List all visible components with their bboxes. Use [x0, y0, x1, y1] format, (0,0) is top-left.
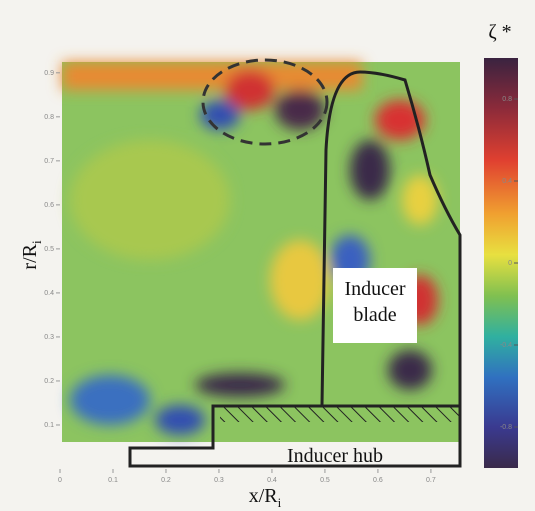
x-tick-label: 0.4	[267, 477, 277, 484]
x-tick-label: 0.5	[320, 477, 330, 484]
x-tick-label: 0.1	[108, 477, 118, 484]
field	[62, 62, 460, 442]
y-tick-label: 0.9	[44, 70, 54, 77]
colorbar-tick-label: 0.4	[502, 178, 512, 185]
colorbar	[484, 58, 518, 468]
y-tick-label: 0.5	[44, 246, 54, 253]
hub-hatch	[220, 406, 460, 422]
colorbar-tick-label: -0.4	[500, 342, 512, 349]
annotation: Inducer	[344, 278, 405, 300]
x-axis-label: x/Ri	[249, 485, 282, 510]
x-axis-label-sub: i	[278, 495, 282, 510]
colorbar-label: ζ *	[488, 21, 511, 43]
blade-outline	[320, 70, 462, 406]
y-tick-label: 0.4	[44, 290, 54, 297]
y-tick-label: 0.1	[44, 422, 54, 429]
colorbar-tick-label: 0	[508, 260, 512, 267]
x-tick-label: 0.7	[426, 477, 436, 484]
colorbar-tick-label: 0.8	[502, 96, 512, 103]
highlight-region	[201, 58, 329, 146]
x-tick-label: 0.3	[214, 477, 224, 484]
axes: 0 0.1 0.2 0.3 0.4 0.5 0.6 0.7 0.1 0.2 0.3 0.4 0.5 0.6…	[19, 21, 518, 510]
x-tick-label: 0.2	[161, 477, 171, 484]
blade-label-box	[333, 268, 417, 343]
y-axis-label-sub: i	[29, 240, 44, 244]
annotation: Inducer hub	[287, 445, 383, 467]
y-axis-label: r/Ri	[19, 240, 44, 270]
y-tick-label: 0.6	[44, 202, 54, 209]
x-tick-label: 0	[58, 477, 62, 484]
y-tick-label: 0.7	[44, 158, 54, 165]
annotation: blade	[353, 304, 396, 326]
y-tick-label: 0.8	[44, 114, 54, 121]
y-tick-label: 0.3	[44, 334, 54, 341]
hub-outline	[128, 404, 462, 468]
colorbar-tick-label: -0.8	[500, 424, 512, 431]
y-axis-label-main: r/R	[19, 243, 41, 269]
x-axis-label-main: x/R	[249, 485, 279, 507]
x-tick-label: 0.6	[373, 477, 383, 484]
y-tick-label: 0.2	[44, 378, 54, 385]
